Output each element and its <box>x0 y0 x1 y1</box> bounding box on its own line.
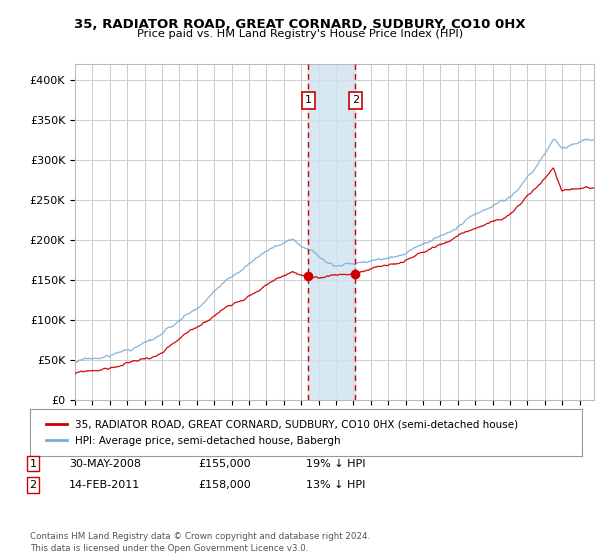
Text: 13% ↓ HPI: 13% ↓ HPI <box>306 480 365 490</box>
Text: 1: 1 <box>305 95 312 105</box>
Text: 35, RADIATOR ROAD, GREAT CORNARD, SUDBURY, CO10 0HX: 35, RADIATOR ROAD, GREAT CORNARD, SUDBUR… <box>74 18 526 31</box>
Text: 30-MAY-2008: 30-MAY-2008 <box>69 459 141 469</box>
Text: £155,000: £155,000 <box>198 459 251 469</box>
Text: £158,000: £158,000 <box>198 480 251 490</box>
Text: Price paid vs. HM Land Registry's House Price Index (HPI): Price paid vs. HM Land Registry's House … <box>137 29 463 39</box>
Text: 19% ↓ HPI: 19% ↓ HPI <box>306 459 365 469</box>
Text: Contains HM Land Registry data © Crown copyright and database right 2024.
This d: Contains HM Land Registry data © Crown c… <box>30 533 370 553</box>
Text: 2: 2 <box>352 95 359 105</box>
Legend: 35, RADIATOR ROAD, GREAT CORNARD, SUDBURY, CO10 0HX (semi-detached house), HPI: : 35, RADIATOR ROAD, GREAT CORNARD, SUDBUR… <box>41 414 523 451</box>
Text: 2: 2 <box>29 480 37 490</box>
Text: 1: 1 <box>29 459 37 469</box>
Bar <box>308 64 355 400</box>
Text: 14-FEB-2011: 14-FEB-2011 <box>69 480 140 490</box>
